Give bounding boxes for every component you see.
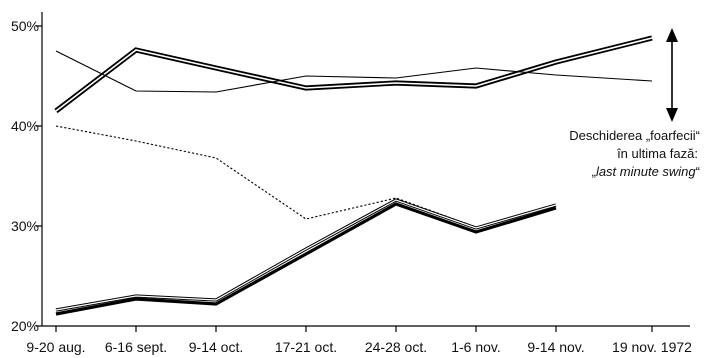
series-line-stroke (54, 35, 653, 114)
y-tick-label: 30% (11, 218, 39, 234)
y-tick-label: 40% (11, 118, 39, 134)
x-tick-label: 6-16 sept. (105, 339, 167, 355)
x-tick-label: 19 nov. 1972 (612, 339, 692, 355)
x-tick-label: 9-20 aug. (26, 339, 85, 355)
chart-series (54, 35, 653, 316)
series-line-stroke (55, 50, 653, 93)
annotation-line-3: „last minute swing“ (592, 164, 700, 179)
annotation-line-1: Deschiderea „foarfecii“ (569, 128, 700, 143)
series-line-stroke (55, 202, 557, 316)
series-line-stroke (55, 125, 557, 228)
chart-annotation: Deschiderea „foarfecii“ în ultima fază: … (569, 28, 700, 179)
series-line-3 (55, 125, 557, 228)
series-line-4 (55, 198, 557, 312)
y-tick-label: 50% (11, 18, 39, 34)
series-line-1 (54, 35, 653, 114)
x-tick-label: 24-28 oct. (365, 339, 427, 355)
series-line-stroke (55, 37, 653, 112)
annotation-arrowhead-up (666, 28, 678, 42)
annotation-quote-open: „ (592, 164, 596, 179)
annotation-italic-text: last minute swing (596, 164, 696, 179)
x-tick-label: 9-14 nov. (527, 339, 584, 355)
annotation-quote-close: “ (696, 164, 700, 179)
y-tick-label: 20% (11, 318, 39, 334)
x-tick-label: 1-6 nov. (451, 339, 501, 355)
series-line-5 (55, 202, 557, 316)
chart-axes: 20% 30% 40% 50% 9-20 aug. 6-16 sept. 9-14 oct.… (11, 12, 692, 355)
annotation-line-2: în ultima fază: (616, 146, 698, 161)
series-line-stroke (55, 199, 557, 311)
annotation-arrowhead-down (666, 108, 678, 122)
x-tick-label: 9-14 oct. (189, 339, 243, 355)
series-line-2 (55, 50, 653, 93)
x-tick-label: 17-21 oct. (275, 339, 337, 355)
